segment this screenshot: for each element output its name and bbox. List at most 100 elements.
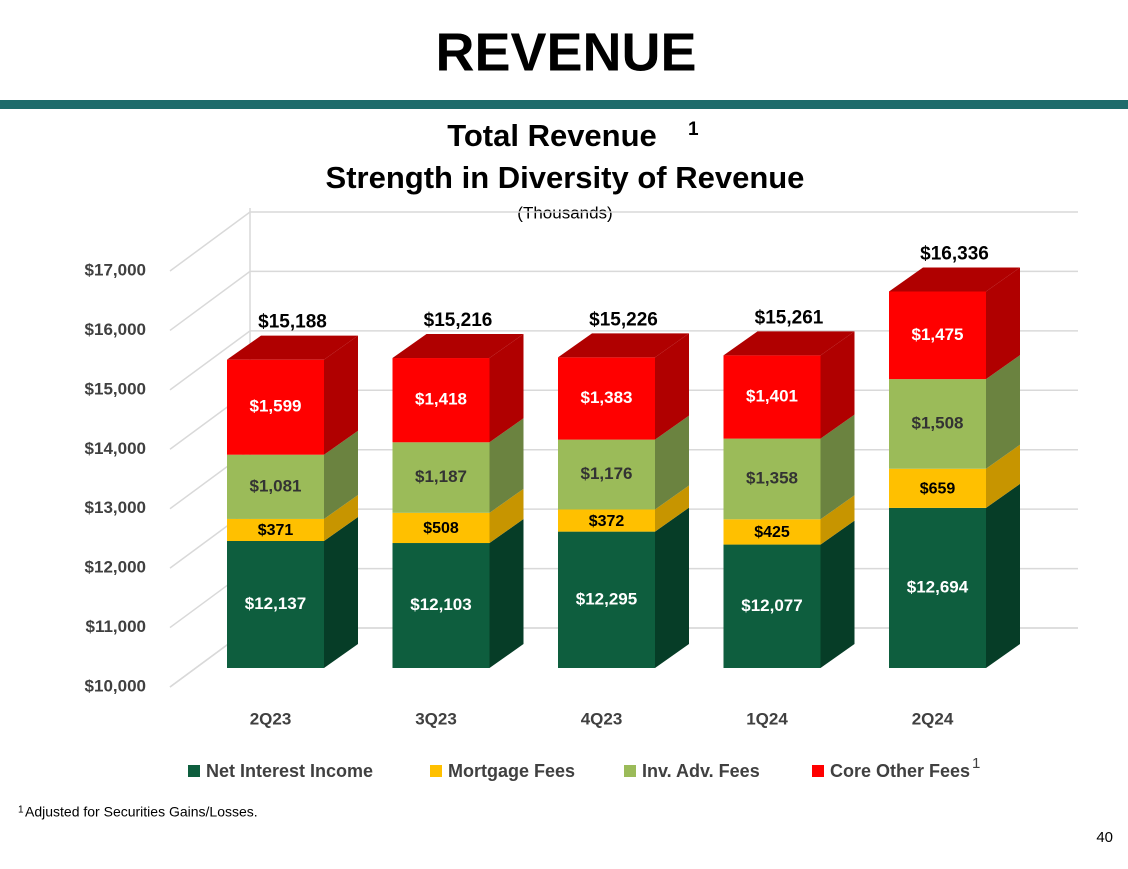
value-label: $12,103 bbox=[410, 595, 471, 614]
bar-side bbox=[324, 335, 358, 455]
bar-segment bbox=[558, 439, 655, 510]
bar-segment bbox=[227, 454, 324, 519]
footnote-marker: 1 bbox=[18, 805, 24, 816]
value-label: $12,137 bbox=[245, 594, 306, 613]
total-label: $15,216 bbox=[424, 310, 493, 331]
value-label: $425 bbox=[754, 524, 790, 541]
title-note: 1 bbox=[688, 119, 699, 140]
total-label: $15,188 bbox=[258, 312, 327, 333]
bar-side bbox=[820, 414, 855, 520]
header-band bbox=[0, 100, 1128, 109]
legend-label: Inv. Adv. Fees bbox=[642, 761, 760, 781]
bar-segment bbox=[227, 518, 324, 542]
bar-segment bbox=[392, 543, 490, 668]
value-label: $659 bbox=[920, 481, 956, 498]
bar-side bbox=[324, 494, 358, 542]
chart-title: Total Revenue bbox=[447, 118, 657, 153]
total-label: $16,336 bbox=[920, 243, 989, 264]
bar-segment bbox=[889, 291, 986, 380]
value-label: $1,599 bbox=[250, 397, 302, 416]
bar-side bbox=[655, 333, 689, 440]
value-label: $1,081 bbox=[250, 476, 302, 495]
y-tick-label: $15,000 bbox=[85, 379, 146, 398]
page-number: 40 bbox=[1096, 829, 1113, 846]
bar-top bbox=[889, 267, 1020, 292]
bar-segment bbox=[558, 509, 655, 532]
units-label: (Thousands) bbox=[517, 203, 612, 222]
value-label: $1,383 bbox=[581, 388, 633, 407]
chart-subtitle: Strength in Diversity of Revenue bbox=[326, 160, 805, 195]
value-label: $1,187 bbox=[415, 467, 467, 486]
value-label: $1,475 bbox=[912, 325, 964, 344]
bar-segment bbox=[227, 359, 324, 455]
x-tick-label: 3Q23 bbox=[415, 709, 457, 728]
grid-line bbox=[169, 211, 1078, 272]
slide-title: REVENUE bbox=[435, 22, 696, 82]
grid-line bbox=[169, 270, 1078, 332]
y-tick-label: $11,000 bbox=[85, 617, 146, 636]
value-label: $1,418 bbox=[415, 390, 467, 409]
bar-side bbox=[986, 267, 1020, 380]
y-tick-label: $16,000 bbox=[85, 320, 146, 339]
x-tick-label: 4Q23 bbox=[581, 709, 623, 728]
legend-swatch bbox=[624, 765, 636, 777]
value-label: $508 bbox=[423, 520, 459, 537]
value-label: $372 bbox=[589, 513, 625, 530]
legend-swatch bbox=[188, 765, 200, 777]
bar-top bbox=[392, 334, 524, 359]
legend-note: 1 bbox=[972, 755, 980, 772]
bar-segment bbox=[227, 541, 324, 668]
bar-top bbox=[558, 333, 689, 358]
x-tick-label: 2Q23 bbox=[250, 709, 292, 728]
x-tick-label: 1Q24 bbox=[746, 709, 788, 728]
bar-side bbox=[986, 483, 1020, 668]
bar-side bbox=[489, 519, 524, 668]
bar-side bbox=[820, 495, 855, 545]
bar-segment bbox=[889, 379, 986, 469]
bar-segment bbox=[392, 512, 490, 544]
legend-swatch bbox=[430, 765, 442, 777]
bar-segment bbox=[392, 358, 490, 443]
y-tick-label: $10,000 bbox=[85, 676, 146, 695]
y-tick-label: $17,000 bbox=[85, 260, 146, 279]
value-label: $12,295 bbox=[576, 589, 637, 608]
bar-top bbox=[227, 335, 358, 360]
legend-label: Net Interest Income bbox=[206, 761, 373, 781]
bar-side bbox=[986, 355, 1020, 469]
total-label: $15,226 bbox=[589, 309, 658, 330]
x-tick-label: 2Q24 bbox=[912, 709, 954, 728]
grid-line bbox=[169, 330, 1078, 391]
y-tick-label: $12,000 bbox=[85, 558, 146, 577]
bar-segment bbox=[558, 531, 655, 668]
value-label: $12,077 bbox=[741, 596, 802, 615]
value-label: $1,176 bbox=[581, 464, 633, 483]
bar-segment bbox=[392, 442, 490, 513]
value-label: $1,401 bbox=[746, 386, 798, 405]
legend-label: Mortgage Fees bbox=[448, 761, 575, 781]
bar-side bbox=[986, 444, 1020, 508]
bar-segment bbox=[723, 544, 821, 668]
bar-side bbox=[489, 334, 524, 443]
bar-top bbox=[723, 331, 855, 356]
bar-side bbox=[655, 507, 689, 668]
total-label: $15,261 bbox=[755, 307, 824, 328]
bar-segment bbox=[723, 519, 821, 545]
bar-segment bbox=[723, 438, 821, 520]
bar-side bbox=[655, 415, 689, 510]
bar-segment bbox=[558, 357, 655, 440]
bar-side bbox=[655, 485, 689, 532]
bar-segment bbox=[889, 468, 986, 508]
legend-swatch bbox=[812, 765, 824, 777]
bar-side bbox=[324, 430, 358, 519]
value-label: $1,358 bbox=[746, 468, 798, 487]
value-label: $371 bbox=[258, 522, 294, 539]
bar-segment bbox=[889, 507, 986, 668]
bar-side bbox=[324, 517, 358, 668]
bar-side bbox=[820, 331, 855, 439]
legend-label: Core Other Fees bbox=[830, 761, 970, 781]
bar-side bbox=[489, 418, 524, 513]
bar-side bbox=[489, 488, 524, 544]
bar-segment bbox=[723, 355, 821, 439]
footnote: Adjusted for Securities Gains/Losses. bbox=[25, 804, 258, 820]
